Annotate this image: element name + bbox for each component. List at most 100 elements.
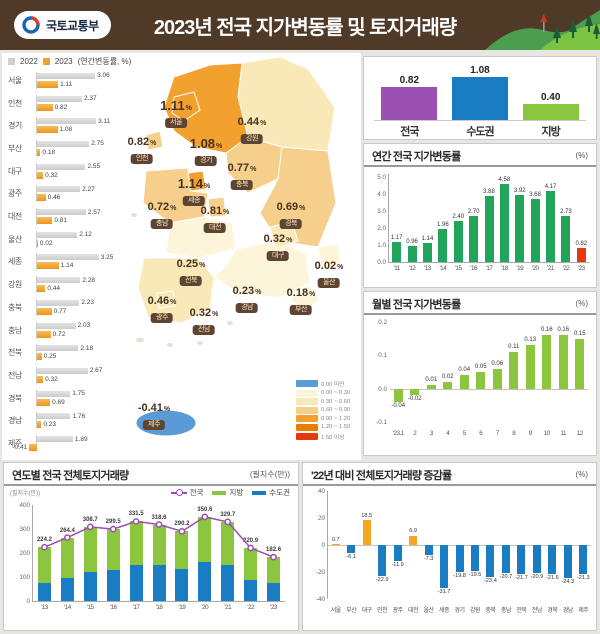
bar-2023: [37, 353, 42, 361]
map-region-value: 1.14%: [177, 176, 211, 191]
summary-names: 전국 수도권 지방: [374, 123, 586, 139]
monthly-bar: [542, 335, 552, 389]
change-x-label: 서울: [330, 608, 342, 614]
value-2022: 1.75: [72, 390, 85, 398]
annual-value: 1.17: [390, 235, 403, 242]
value-2023: -0.41: [12, 444, 28, 452]
bar-2022: [37, 299, 80, 306]
region-bar-area: 2.23 0.77: [36, 298, 134, 316]
bar-2022: [37, 72, 96, 79]
percent-sign: %: [163, 406, 171, 413]
region-row: 세종 3.25 1.14: [8, 251, 134, 274]
region-bar-area: 2.12 0.02: [36, 230, 134, 248]
percent-sign: %: [309, 291, 316, 298]
volume-axis-label: (필지수(만)): [10, 491, 41, 497]
region-row: 대전 2.57 0.81: [8, 205, 134, 228]
map-region-label: 1.11% 서울: [160, 99, 192, 128]
volume-x-label: '15: [86, 604, 94, 611]
monthly-value: 0.16: [557, 327, 570, 334]
summary-value: 1.08: [470, 64, 490, 76]
annual-value: 3.88: [483, 189, 495, 196]
map-legend-label: 0.90 ~ 1.20: [321, 415, 351, 422]
region-row: 충남 2.03 0.72: [8, 319, 134, 342]
summary-col: 1.08: [445, 65, 516, 120]
region-row: 제주 1.89 -0.41: [8, 432, 134, 455]
monthly-x-label: 2: [413, 430, 417, 437]
region-bar-area: 2.03 0.72: [36, 321, 134, 339]
summary-plot: 0.82 1.08 0.40: [374, 65, 586, 121]
change-x-label: 경기: [454, 608, 465, 614]
percent-sign: %: [199, 262, 206, 269]
change-x-label: 강원: [469, 608, 481, 614]
capital-bar: [267, 582, 281, 601]
map-region-badge: 인천: [131, 153, 153, 164]
change-value: -20.9: [530, 574, 544, 581]
region-name: 충북: [8, 302, 22, 312]
map-region-value: 0.02%: [314, 260, 344, 272]
monthly-title: 월별 전국 지가변동률: [372, 298, 461, 311]
capital-bar: [83, 572, 97, 601]
change-card: '22년 대비 전체토지거래량 증감률 (%) 40 20 0 -20 -40 0.7 서울…: [302, 462, 597, 631]
regional-bar: [198, 516, 212, 562]
value-2022: 1.89: [74, 435, 88, 443]
change-x-label: 전북: [516, 608, 527, 614]
bar-2022: [37, 254, 99, 261]
map-region-value: 0.81%: [200, 205, 230, 217]
map-region-label: 1.14% 세종: [177, 176, 211, 206]
bar-2023: [37, 421, 42, 429]
bar-2023: [37, 80, 59, 88]
capital-bar: [60, 578, 74, 601]
regional-bar: [221, 521, 235, 566]
summary-bar: [452, 76, 508, 120]
value-2022: 2.03: [77, 322, 91, 330]
annual-bar: [546, 191, 556, 262]
monthly-value: 0.05: [474, 364, 487, 370]
value-2022: 2.57: [87, 208, 101, 216]
change-bar: [440, 545, 449, 588]
map-region-label: 0.82% 인천: [127, 136, 157, 164]
annual-value: 3.68: [529, 192, 541, 199]
bar-2022: [37, 186, 81, 193]
bar-2022: [37, 413, 71, 420]
change-title: '22년 대비 전체토지거래량 증감률: [311, 469, 452, 482]
regional-bar: [175, 531, 189, 569]
zero-line: [390, 388, 588, 390]
annual-bar: [438, 228, 448, 262]
change-bar: [331, 544, 340, 545]
region-bar-area: 2.57 0.81: [36, 208, 134, 226]
map-legend-swatch: [296, 433, 318, 440]
change-x-label: 충북: [485, 608, 496, 614]
total-value: 308.7: [82, 516, 98, 523]
region-bar-area: 1.75 0.69: [36, 389, 134, 407]
map-region-badge: 강원: [241, 133, 263, 144]
map-region-value: 0.82%: [127, 136, 157, 148]
monthly-x-label: 7: [495, 430, 500, 437]
bar-2022: [37, 209, 86, 216]
value-2023: 0.32: [45, 171, 58, 179]
bar-2023-line: 0.46: [37, 193, 134, 202]
value-2023: 0.69: [52, 398, 65, 406]
map-region-badge: 전북: [180, 275, 202, 286]
annual-bar: [484, 196, 494, 262]
annual-value: 3.92: [513, 188, 526, 195]
summary-name: 수도권: [466, 126, 494, 138]
percent-sign: %: [212, 311, 219, 318]
total-line: [41, 513, 277, 561]
map-region-ulsan: [317, 243, 342, 269]
region-row: 부산 2.75 0.18: [8, 137, 134, 160]
bar-2022: [37, 277, 81, 284]
volume-x-label: '20: [201, 604, 209, 611]
map-region-label: 1.08% 경기: [190, 137, 222, 166]
annual-card: 연간 전국 지가변동률 (%) 0.0 1.0 2.0 3.0 4.0 5.0 1.17 '1…: [363, 143, 597, 288]
legend-regional: 지방: [212, 487, 243, 498]
map-region-incheon: [145, 130, 164, 151]
change-bar: [470, 545, 479, 572]
value-2023: 0.44: [47, 285, 61, 293]
map-region-gwangju: [156, 290, 176, 309]
map-region-value: 0.18%: [286, 287, 316, 299]
total-value: 264.4: [59, 527, 75, 534]
monthly-bar: [575, 338, 585, 389]
monthly-x-label: 4: [446, 430, 450, 437]
region-row: 전북 2.18 0.25: [8, 341, 134, 364]
